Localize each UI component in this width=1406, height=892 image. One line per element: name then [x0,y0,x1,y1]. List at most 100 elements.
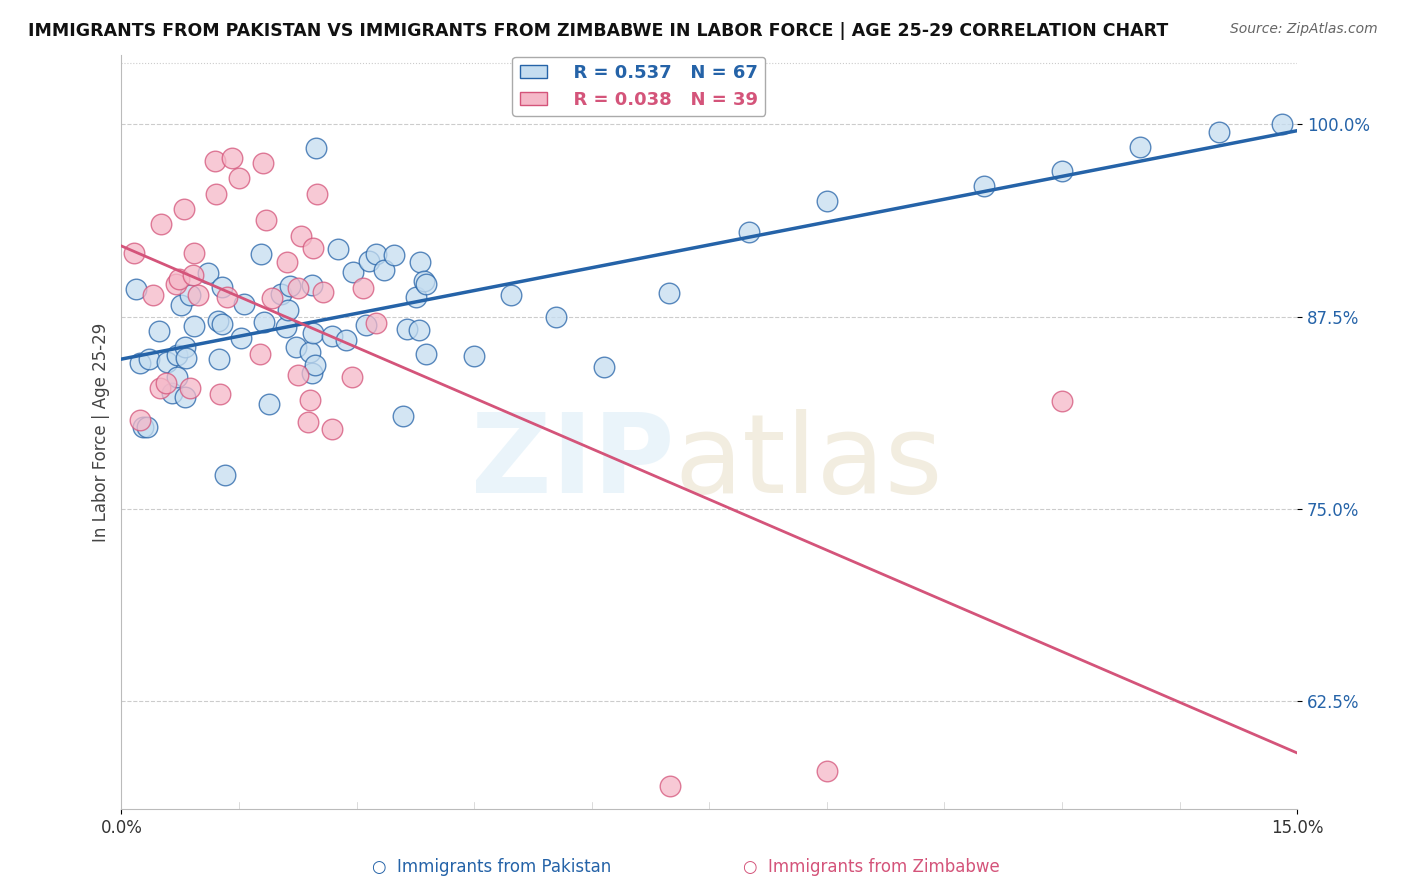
Point [321,422,343,436]
Point [312,285,335,300]
Point [737,225,759,239]
Point [1208,125,1230,139]
Text: Source: ZipAtlas.com: Source: ZipAtlas.com [1230,22,1378,37]
Point [254,213,277,227]
Text: ○  Immigrants from Pakistan: ○ Immigrants from Pakistan [373,858,612,876]
Point [415,347,437,361]
Text: atlas: atlas [673,409,942,516]
Point [658,286,681,301]
Point [354,318,377,332]
Point [136,420,159,434]
Point [298,392,321,407]
Point [207,313,229,327]
Point [142,287,165,301]
Point [174,351,197,365]
Point [305,141,328,155]
Point [392,409,415,423]
Point [174,340,197,354]
Point [211,317,233,331]
Point [253,315,276,329]
Point [301,366,323,380]
Point [299,345,322,359]
Point [187,288,209,302]
Point [155,376,177,390]
Point [214,468,236,483]
Point [1050,394,1073,409]
Point [405,290,427,304]
Point [342,264,364,278]
Point [181,268,204,282]
Point [373,263,395,277]
Y-axis label: In Labor Force | Age 25-29: In Labor Force | Age 25-29 [93,323,110,541]
Point [183,319,205,334]
Point [321,329,343,343]
Point [165,277,187,292]
Point [179,381,201,395]
Point [228,171,250,186]
Text: IMMIGRANTS FROM PAKISTAN VS IMMIGRANTS FROM ZIMBABWE IN LABOR FORCE | AGE 25-29 : IMMIGRANTS FROM PAKISTAN VS IMMIGRANTS F… [28,22,1168,40]
Point [231,331,253,345]
Point [270,286,292,301]
Point [209,386,232,401]
Point [257,397,280,411]
Point [973,178,995,193]
Point [132,420,155,434]
Point [262,291,284,305]
Point [160,385,183,400]
Point [501,288,523,302]
Point [148,324,170,338]
Point [340,370,363,384]
Point [179,288,201,302]
Point [301,277,323,292]
Point [593,360,616,375]
Point [815,764,838,778]
Point [276,255,298,269]
Point [211,280,233,294]
Point [232,297,254,311]
Point [1050,163,1073,178]
Point [285,340,308,354]
Point [249,346,271,360]
Point [148,381,170,395]
Text: ○  Immigrants from Zimbabwe: ○ Immigrants from Zimbabwe [744,858,1000,876]
Point [204,153,226,168]
Point [659,779,682,793]
Point [302,326,325,340]
Point [128,356,150,370]
Point [217,290,239,304]
Point [124,282,146,296]
Point [546,310,568,325]
Point [328,242,350,256]
Point [173,390,195,404]
Point [366,247,388,261]
Point [290,229,312,244]
Point [302,241,325,255]
Point [335,334,357,348]
Text: ZIP: ZIP [471,409,673,516]
Point [221,151,243,165]
Point [408,323,430,337]
Point [304,358,326,372]
Point [170,298,193,312]
Point [409,255,432,269]
Point [197,267,219,281]
Point [278,279,301,293]
Point [287,368,309,382]
Point [149,218,172,232]
Point [413,274,436,288]
Point [250,247,273,261]
Point [359,254,381,268]
Point [204,186,226,201]
Legend:   R = 0.537   N = 67,   R = 0.038   N = 39: R = 0.537 N = 67, R = 0.038 N = 39 [512,56,765,116]
Point [207,351,229,366]
Point [138,352,160,367]
Point [129,413,152,427]
Point [277,302,299,317]
Point [364,316,387,330]
Point [382,248,405,262]
Point [183,245,205,260]
Point [307,186,329,201]
Point [166,369,188,384]
Point [415,277,437,291]
Point [122,246,145,260]
